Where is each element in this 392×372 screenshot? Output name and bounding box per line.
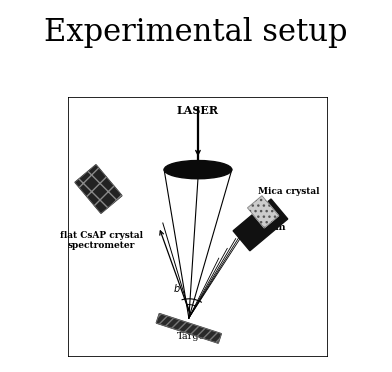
Text: flat CsAP crystal: flat CsAP crystal	[60, 231, 143, 240]
Ellipse shape	[164, 161, 232, 179]
Text: spectrometer: spectrometer	[68, 241, 135, 250]
Text: b: b	[174, 285, 180, 294]
Bar	[156, 314, 221, 343]
Bar	[75, 165, 122, 213]
Text: Target: Target	[177, 333, 209, 341]
Text: Film: Film	[261, 223, 286, 232]
Text: Mica crystal: Mica crystal	[258, 187, 320, 196]
Text: LASER: LASER	[177, 105, 219, 116]
Bar	[233, 199, 288, 251]
Bar	[247, 196, 279, 228]
Text: Experimental setup: Experimental setup	[44, 17, 348, 48]
Bar	[156, 314, 221, 343]
Bar	[75, 165, 122, 213]
Bar	[247, 196, 279, 228]
